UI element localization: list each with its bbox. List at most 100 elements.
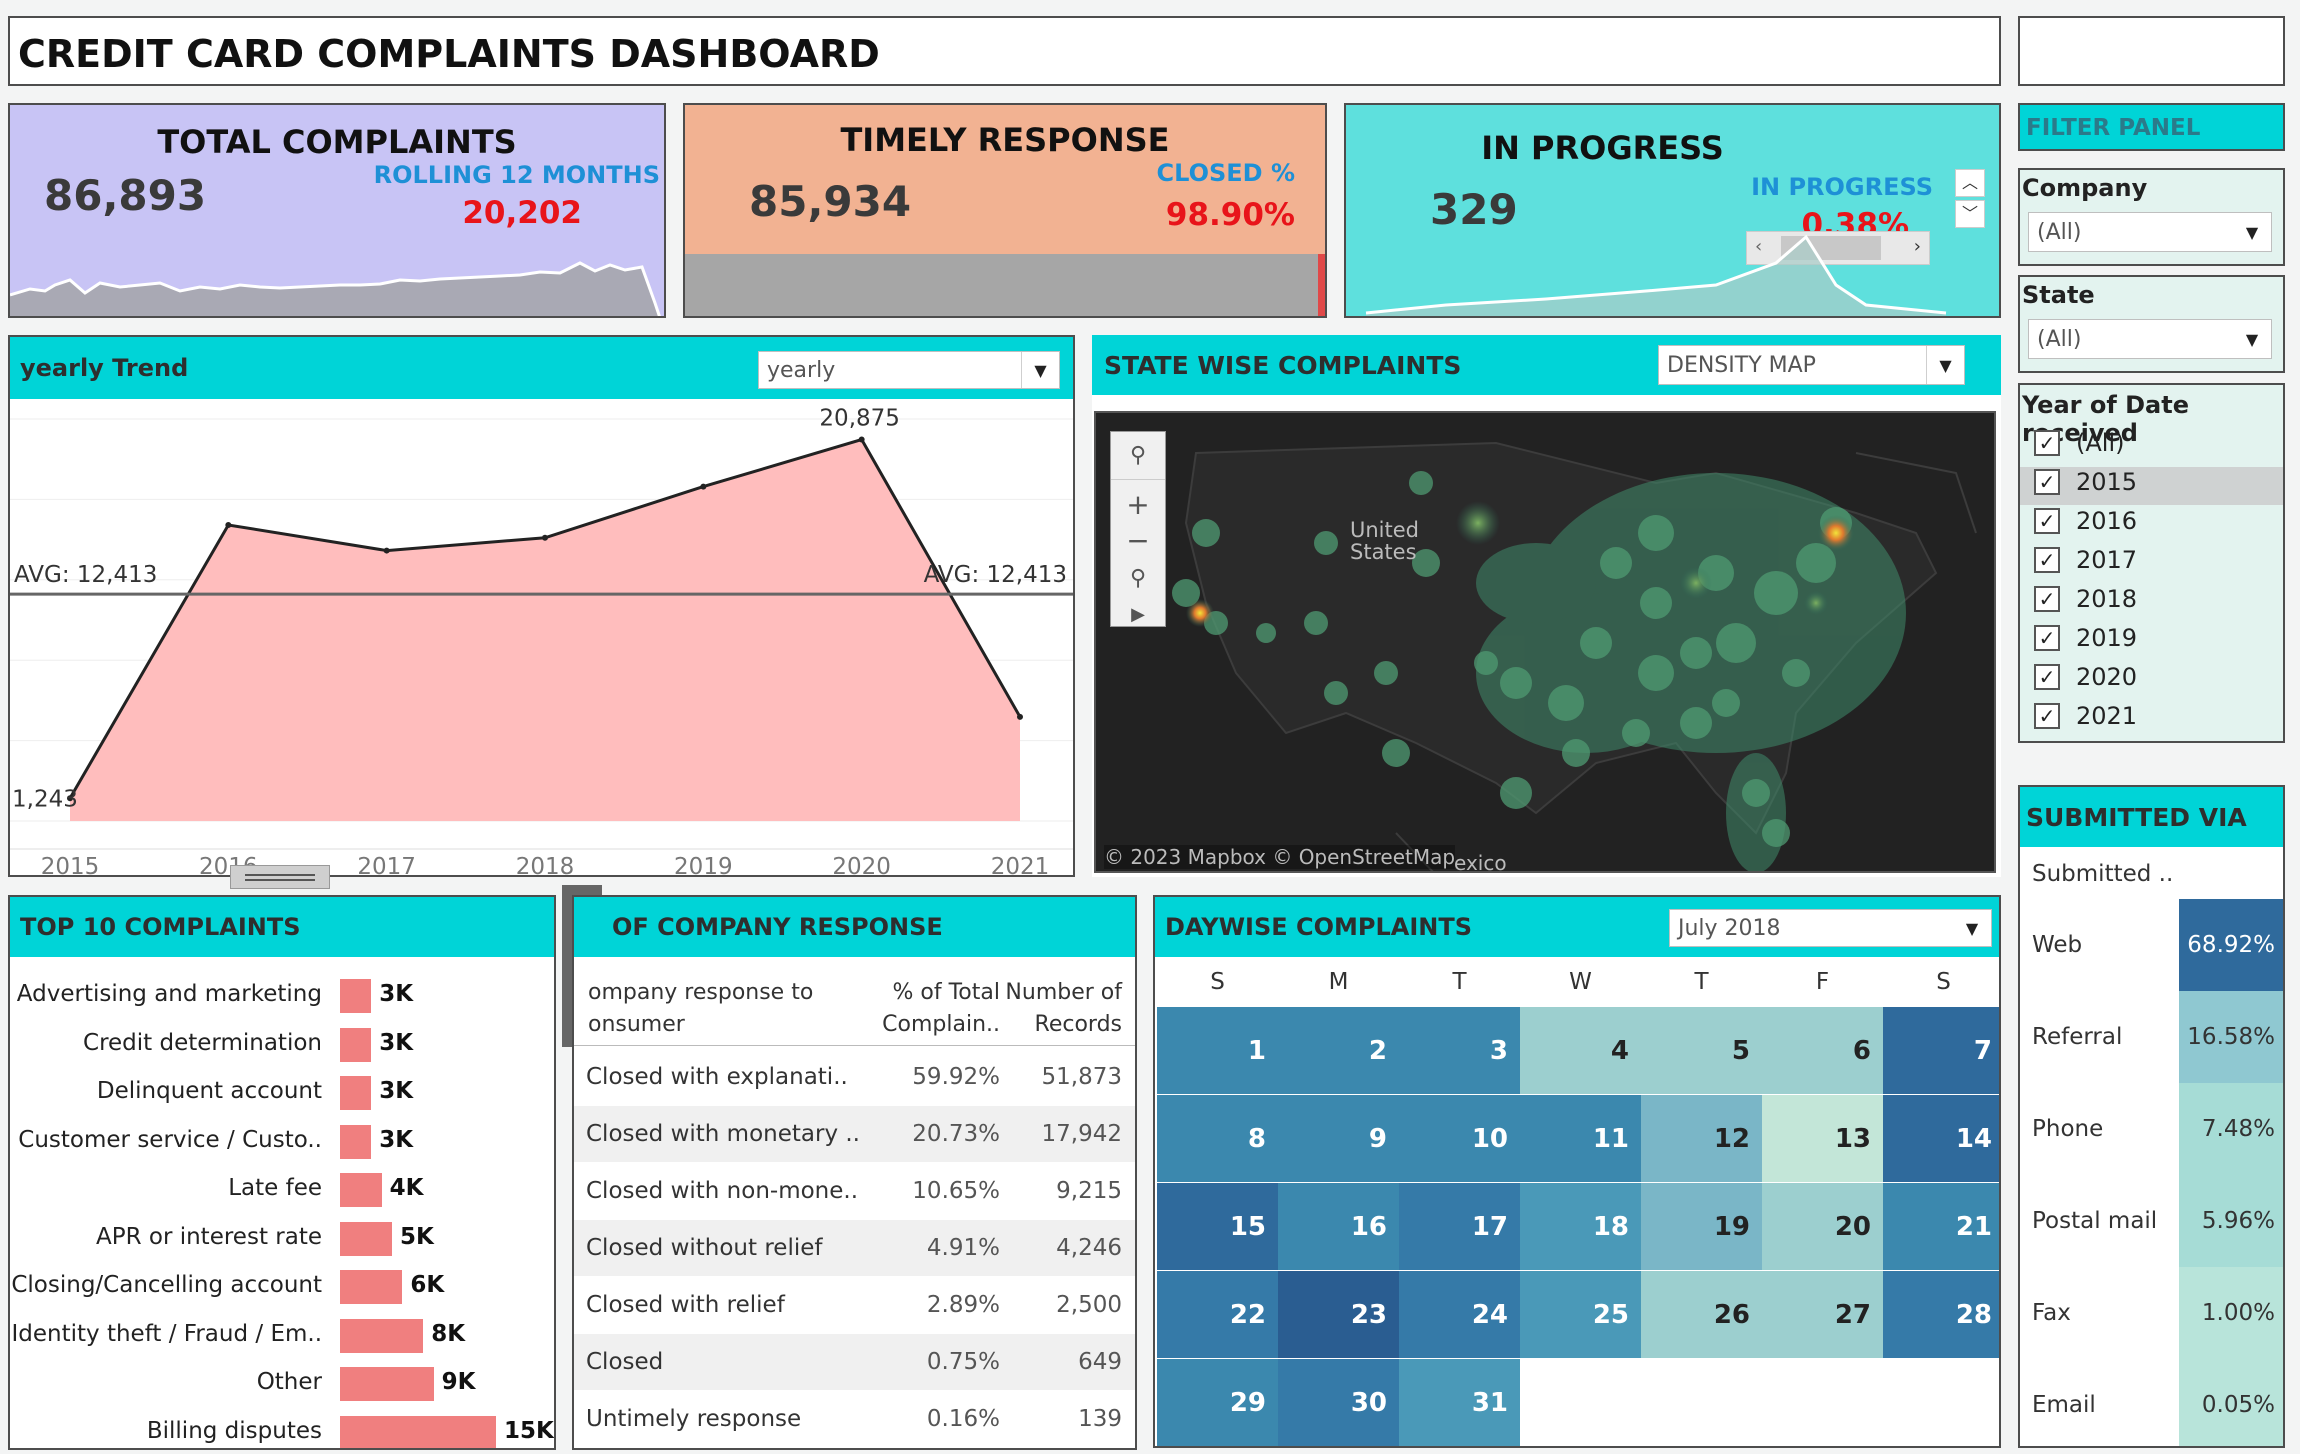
calendar-day[interactable]: 14 — [1883, 1095, 1999, 1182]
year-option[interactable]: ✓ 2017 — [2034, 546, 2137, 574]
complaint-bar[interactable] — [340, 1124, 372, 1159]
calendar-day[interactable]: 25 — [1520, 1271, 1641, 1358]
scroll-left-icon[interactable]: ‹ — [1755, 236, 1763, 257]
search-icon[interactable]: ⚲ — [1111, 432, 1165, 480]
calendar-day[interactable]: 20 — [1762, 1183, 1883, 1270]
complaint-bar[interactable] — [340, 1027, 372, 1062]
resize-handle[interactable] — [230, 865, 330, 889]
calendar-day[interactable]: 4 — [1520, 1007, 1641, 1094]
checkbox[interactable]: ✓ — [2034, 625, 2060, 651]
complaint-bar[interactable] — [340, 1415, 496, 1448]
kpi-total-complaints[interactable]: TOTAL COMPLAINTS 86,893 ROLLING 12 MONTH… — [8, 103, 666, 318]
checkbox[interactable]: ✓ — [2034, 547, 2060, 573]
table-row[interactable]: Closed with non-mone.. 10.65% 9,215 — [574, 1163, 1135, 1219]
calendar-day[interactable]: 2 — [1278, 1007, 1399, 1094]
submitted-row[interactable]: Referral 16.58% — [2020, 991, 2283, 1083]
table-row[interactable]: Closed with monetary .. 20.73% 17,942 — [574, 1106, 1135, 1162]
submitted-row[interactable]: Web 68.92% — [2020, 899, 2283, 991]
calendar-day[interactable]: 6 — [1762, 1007, 1883, 1094]
calendar-day[interactable]: 9 — [1278, 1095, 1399, 1182]
table-row[interactable]: Untimely response 0.16% 139 — [574, 1391, 1135, 1447]
complaint-bar[interactable] — [340, 1318, 424, 1353]
scroll-right-icon[interactable]: › — [1913, 236, 1921, 257]
calendar-day[interactable]: 13 — [1762, 1095, 1883, 1182]
calendar-day[interactable]: 22 — [1157, 1271, 1278, 1358]
calendar-day[interactable]: 27 — [1762, 1271, 1883, 1358]
complaint-bar[interactable] — [340, 979, 372, 1013]
calendar-day[interactable]: 5 — [1641, 1007, 1762, 1094]
calendar-day[interactable]: 11 — [1520, 1095, 1641, 1182]
calendar-day[interactable]: 26 — [1641, 1271, 1762, 1358]
calendar-day[interactable]: 30 — [1278, 1359, 1399, 1446]
year-option[interactable]: ✓ 2021 — [2034, 702, 2137, 730]
calendar-day[interactable]: 10 — [1399, 1095, 1520, 1182]
response-pct: 59.92% — [912, 1064, 1000, 1090]
complaint-bar[interactable] — [340, 1270, 403, 1304]
chevron-down-icon[interactable]: ▼ — [1926, 346, 1964, 384]
submitted-row[interactable]: Fax 1.00% — [2020, 1267, 2283, 1359]
checkbox[interactable]: ✓ — [2034, 703, 2060, 729]
chevron-down-icon[interactable]: ▼ — [2245, 329, 2259, 349]
table-row[interactable]: Closed with explanati.. 59.92% 51,873 — [574, 1049, 1135, 1105]
map-type-select[interactable]: DENSITY MAP ▼ — [1658, 345, 1965, 385]
table-row[interactable]: Closed 0.75% 649 — [574, 1334, 1135, 1390]
submitted-row[interactable]: Postal mail 5.96% — [2020, 1175, 2283, 1267]
calendar-day[interactable]: 3 — [1399, 1007, 1520, 1094]
chevron-down-icon[interactable]: ▼ — [1021, 352, 1059, 388]
calendar-day[interactable]: 16 — [1278, 1183, 1399, 1270]
calendar-day[interactable]: 17 — [1399, 1183, 1520, 1270]
year-option[interactable]: ✓ 2019 — [2034, 624, 2137, 652]
trend-period-select[interactable]: yearly ▼ — [758, 351, 1060, 389]
year-option[interactable]: ✓ (All) — [2034, 429, 2124, 457]
kpi-timely-response[interactable]: TIMELY RESPONSE 85,934 CLOSED % 98.90% — [683, 103, 1327, 318]
calendar-day[interactable]: 19 — [1641, 1183, 1762, 1270]
daywise-title: DAYWISE COMPLAINTS — [1165, 913, 1473, 941]
checkbox[interactable]: ✓ — [2034, 586, 2060, 612]
month-select[interactable]: July 2018 ▼ — [1669, 909, 1992, 947]
zoom-in-icon[interactable]: + — [1126, 487, 1150, 521]
calendar-day[interactable]: 31 — [1399, 1359, 1520, 1446]
complaint-bar[interactable] — [340, 1173, 382, 1207]
year-filter: Year of Date received ✓ (All) ✓ 2015 ✓ 2016 ✓ 2… — [2018, 383, 2285, 743]
year-option[interactable]: ✓ 2018 — [2034, 585, 2137, 613]
checkbox[interactable]: ✓ — [2034, 430, 2060, 456]
zoom-out-icon[interactable]: − — [1126, 523, 1150, 557]
calendar-day[interactable]: 1 — [1157, 1007, 1278, 1094]
chevron-down-icon[interactable]: ▼ — [1965, 918, 1979, 938]
submitted-row[interactable]: Phone 7.48% — [2020, 1083, 2283, 1175]
calendar-day[interactable]: 8 — [1157, 1095, 1278, 1182]
density-map[interactable]: United States ⚲ + − ⚲ ▶ © 2023 Mapbox © … — [1094, 411, 1996, 873]
company-select[interactable]: (All) ▼ — [2028, 212, 2272, 252]
table-row[interactable]: Closed with relief 2.89% 2,500 — [574, 1277, 1135, 1333]
calendar-day[interactable]: 15 — [1157, 1183, 1278, 1270]
year-option[interactable]: ✓ 2020 — [2034, 663, 2137, 691]
calendar-day[interactable]: 29 — [1157, 1359, 1278, 1446]
calendar-day[interactable]: 28 — [1883, 1271, 1999, 1358]
kpi-in-progress[interactable]: IN PROGRESS 329 IN PROGRESS 0.38% ︿ ﹀ ‹ … — [1344, 103, 2001, 318]
scroll-up-button[interactable]: ︿ — [1955, 169, 1985, 197]
calendar-day[interactable]: 24 — [1399, 1271, 1520, 1358]
chevron-down-icon[interactable]: ▼ — [2245, 222, 2259, 242]
table-row[interactable]: Closed without relief 4.91% 4,246 — [574, 1220, 1135, 1276]
year-option-label: 2019 — [2076, 624, 2138, 652]
calendar-day[interactable]: 23 — [1278, 1271, 1399, 1358]
scroll-down-button[interactable]: ﹀ — [1955, 200, 1985, 228]
year-option[interactable]: ✓ 2016 — [2034, 507, 2137, 535]
state-select[interactable]: (All) ▼ — [2028, 319, 2272, 359]
complaint-bar[interactable] — [340, 1221, 392, 1256]
checkbox[interactable]: ✓ — [2034, 508, 2060, 534]
complaint-bar[interactable] — [340, 1367, 434, 1401]
pin-icon[interactable]: ⚲ — [1129, 565, 1147, 591]
complaint-bar[interactable] — [340, 1076, 372, 1110]
play-icon[interactable]: ▶ — [1131, 603, 1145, 625]
calendar-day[interactable]: 21 — [1883, 1183, 1999, 1270]
calendar-day[interactable]: 12 — [1641, 1095, 1762, 1182]
calendar-day[interactable]: 7 — [1883, 1007, 1999, 1094]
checkbox[interactable]: ✓ — [2034, 664, 2060, 690]
horizontal-scrollbar[interactable]: ‹ › — [1746, 231, 1930, 265]
submitted-row[interactable]: Email 0.05% — [2020, 1359, 2283, 1446]
checkbox[interactable]: ✓ — [2034, 469, 2060, 495]
calendar-day[interactable]: 18 — [1520, 1183, 1641, 1270]
weekday-label: M — [1328, 969, 1349, 995]
year-option[interactable]: ✓ 2015 — [2034, 468, 2137, 496]
